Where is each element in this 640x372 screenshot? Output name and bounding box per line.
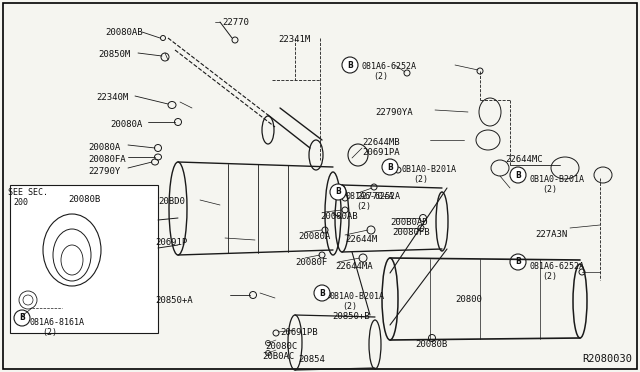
Text: 20080A: 20080A: [298, 232, 330, 241]
Text: (2): (2): [542, 185, 557, 194]
Text: 081A6-6252A: 081A6-6252A: [530, 262, 585, 271]
Text: 081A6-6252A: 081A6-6252A: [362, 62, 417, 71]
Text: 22644MC: 22644MC: [505, 155, 543, 164]
Text: 20850+A: 20850+A: [155, 296, 193, 305]
Text: B: B: [515, 257, 521, 266]
Text: B: B: [335, 187, 341, 196]
Text: B: B: [347, 61, 353, 70]
Text: 22770+A: 22770+A: [356, 192, 394, 201]
Text: (2): (2): [413, 175, 428, 184]
Circle shape: [14, 310, 30, 326]
Text: 20850+B: 20850+B: [332, 312, 370, 321]
Text: 20B0AC: 20B0AC: [262, 352, 294, 361]
Circle shape: [510, 167, 526, 183]
Text: 20BD0: 20BD0: [158, 197, 185, 206]
Text: 20080B: 20080B: [415, 340, 447, 349]
Text: 200B0AD: 200B0AD: [390, 218, 428, 227]
Text: (2): (2): [373, 72, 388, 81]
Text: 227A3N: 227A3N: [535, 230, 567, 239]
Text: 22340M: 22340M: [96, 93, 128, 102]
Text: 20854: 20854: [298, 355, 325, 364]
Text: B: B: [319, 289, 325, 298]
Text: 20691P: 20691P: [155, 238, 188, 247]
Text: 22790YA: 22790YA: [375, 108, 413, 117]
Text: 20691PB: 20691PB: [280, 328, 317, 337]
Circle shape: [382, 159, 398, 175]
Text: (2): (2): [356, 202, 371, 211]
Text: R2080030: R2080030: [582, 354, 632, 364]
Text: 22341M: 22341M: [278, 35, 310, 44]
Text: 0B1A0-B201A: 0B1A0-B201A: [402, 165, 457, 174]
Text: B: B: [515, 170, 521, 180]
Text: 20080A: 20080A: [110, 120, 142, 129]
Bar: [10, 185, 158, 333]
Text: 20080F: 20080F: [295, 258, 327, 267]
Text: 22770: 22770: [222, 18, 249, 27]
Text: 081A6-6252A: 081A6-6252A: [345, 192, 400, 201]
Circle shape: [314, 285, 330, 301]
Text: 081A0-B201A: 081A0-B201A: [330, 292, 385, 301]
Circle shape: [510, 254, 526, 270]
Text: (2): (2): [542, 272, 557, 281]
Text: SEE SEC.: SEE SEC.: [8, 188, 48, 197]
Text: 22644MA: 22644MA: [335, 262, 372, 271]
Text: B: B: [387, 163, 393, 171]
Text: 20080FA: 20080FA: [88, 155, 125, 164]
Text: (2): (2): [342, 302, 357, 311]
Text: 22644MB: 22644MB: [362, 138, 399, 147]
Text: 20080B: 20080B: [68, 195, 100, 204]
Text: 081A6-8161A: 081A6-8161A: [30, 318, 85, 327]
Text: 200: 200: [13, 198, 28, 207]
Text: (2): (2): [42, 328, 57, 337]
Text: 20080FB: 20080FB: [392, 228, 429, 237]
Text: 20800: 20800: [455, 295, 482, 304]
Text: 20080AB: 20080AB: [320, 212, 358, 221]
Circle shape: [342, 57, 358, 73]
Text: 20080C: 20080C: [265, 342, 297, 351]
Text: 20691PA: 20691PA: [362, 148, 399, 157]
Circle shape: [330, 184, 346, 200]
Text: 22790Y: 22790Y: [88, 167, 120, 176]
Text: 20080AB: 20080AB: [105, 28, 143, 37]
Text: 22644M: 22644M: [345, 235, 377, 244]
Text: 20080A: 20080A: [88, 143, 120, 152]
Text: 0B1A0-B201A: 0B1A0-B201A: [530, 175, 585, 184]
Text: 20850M: 20850M: [98, 50, 131, 59]
Text: B: B: [19, 314, 25, 323]
